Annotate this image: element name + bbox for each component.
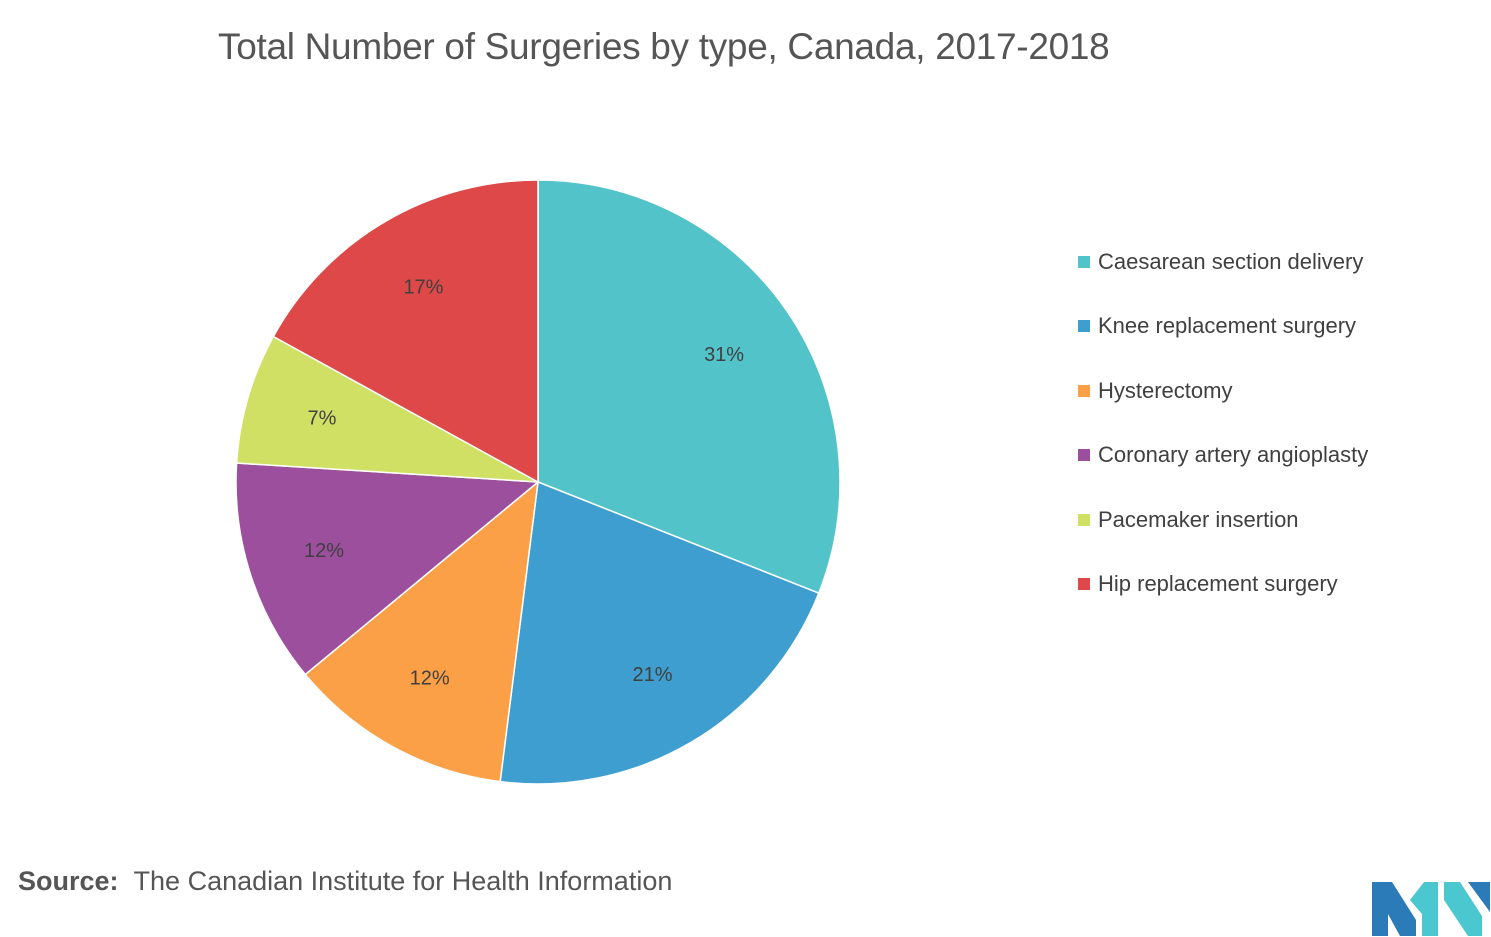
slice-label-0: 31% [704, 344, 744, 366]
legend-item-5: Hip replacement surgery [1078, 568, 1368, 632]
pie-slice-2 [304, 480, 539, 783]
slice-label-4: 7% [307, 408, 336, 430]
pie-slice-1 [499, 480, 820, 785]
pie-slice-3 [235, 462, 540, 676]
slice-label-5: 17% [403, 277, 443, 299]
pie-slice-5 [272, 179, 539, 484]
pie-slice-4 [235, 335, 539, 483]
legend-label-2: Hysterectomy [1098, 377, 1233, 403]
legend-swatch-1 [1078, 320, 1090, 333]
chart-title: Total Number of Surgeries by type, Canad… [218, 26, 1110, 67]
pie-slice-0 [537, 179, 841, 595]
legend-swatch-5 [1078, 577, 1090, 590]
legend-label-4: Pacemaker insertion [1098, 506, 1299, 532]
legend: Caesarean section delivery Knee replaceme… [1078, 246, 1368, 632]
slice-label-2: 12% [410, 667, 450, 689]
source-text: The Canadian Institute for Health Inform… [133, 866, 673, 896]
legend-swatch-2 [1078, 384, 1090, 397]
legend-label-5: Hip replacement surgery [1098, 570, 1338, 596]
mordor-logo-icon [1372, 882, 1490, 936]
legend-swatch-3 [1078, 449, 1090, 462]
legend-swatch-4 [1078, 513, 1090, 526]
legend-item-1: Knee replacement surgery [1078, 310, 1368, 374]
legend-item-4: Pacemaker insertion [1078, 504, 1368, 568]
slice-label-1: 21% [633, 664, 673, 686]
legend-item-0: Caesarean section delivery [1078, 246, 1368, 310]
legend-label-3: Coronary artery angioplasty [1098, 442, 1369, 468]
legend-label-1: Knee replacement surgery [1098, 313, 1357, 339]
source-note: Source: The Canadian Institute for Healt… [18, 866, 672, 897]
slice-label-3: 12% [304, 540, 344, 562]
legend-label-0: Caesarean section delivery [1098, 249, 1364, 274]
legend-item-2: Hysterectomy [1078, 375, 1368, 439]
legend-swatch-0 [1078, 256, 1090, 268]
source-label: Source: [18, 866, 119, 896]
legend-item-3: Coronary artery angioplasty [1078, 439, 1368, 503]
